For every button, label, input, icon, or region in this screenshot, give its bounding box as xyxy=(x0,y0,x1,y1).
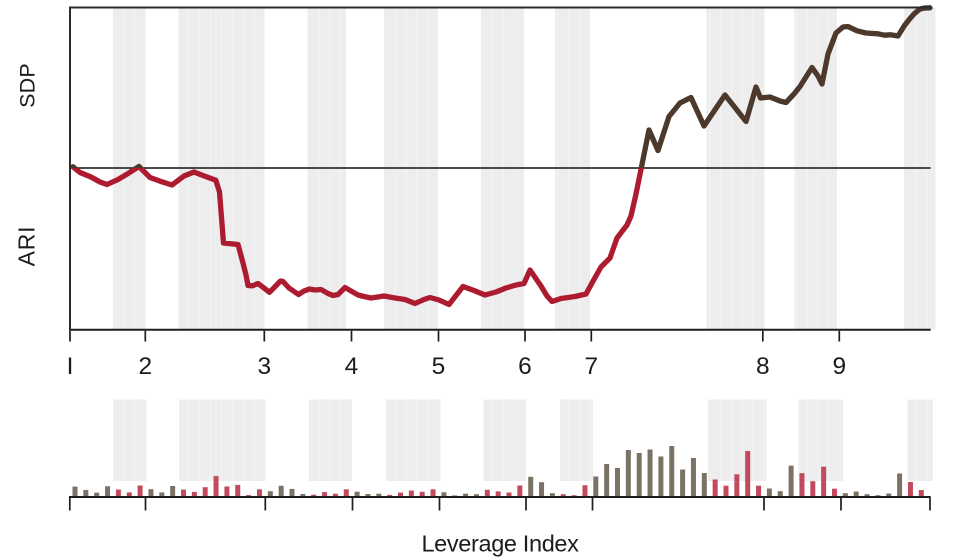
svg-text:6: 6 xyxy=(518,353,532,380)
svg-text:4: 4 xyxy=(345,353,359,380)
svg-text:I: I xyxy=(67,353,74,380)
svg-text:2: 2 xyxy=(138,353,152,380)
svg-text:8: 8 xyxy=(756,353,770,380)
svg-text:ARI: ARI xyxy=(14,226,40,267)
svg-text:SDP: SDP xyxy=(16,63,40,108)
svg-text:3: 3 xyxy=(257,353,271,380)
svg-text:5: 5 xyxy=(432,353,446,380)
svg-text:7: 7 xyxy=(584,353,598,380)
svg-text:9: 9 xyxy=(832,353,846,380)
svg-text:Leverage Index: Leverage Index xyxy=(421,531,579,557)
